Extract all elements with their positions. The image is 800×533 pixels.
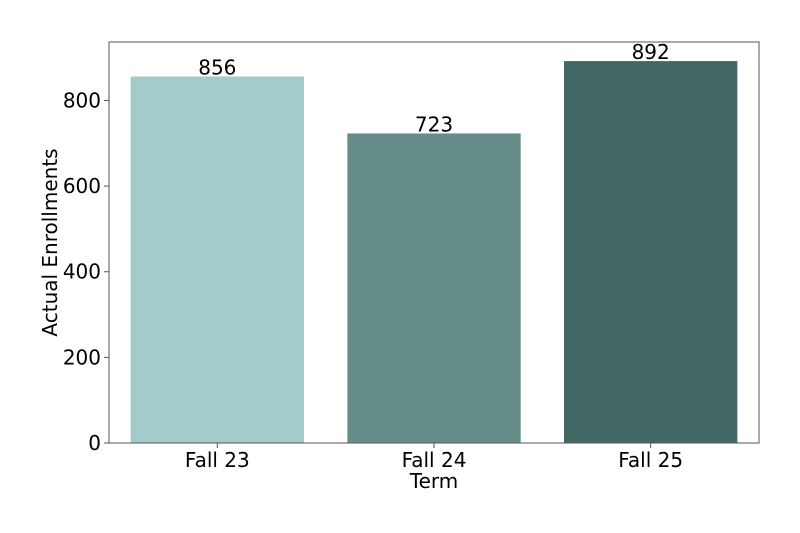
x-tick-label: Fall 23 <box>185 448 250 472</box>
bar-value-labels: 856 723 892 <box>198 40 670 136</box>
bar-fall-23 <box>130 76 304 444</box>
bar-value-label: 892 <box>632 40 670 64</box>
bar-fall-24 <box>347 133 521 443</box>
x-axis: Fall 23 Fall 24 Fall 25 <box>185 443 683 472</box>
y-tick-label: 200 <box>63 345 101 369</box>
bars-group <box>130 61 738 444</box>
y-axis: 0 200 400 600 800 <box>63 88 109 455</box>
bar-value-label: 856 <box>198 56 236 80</box>
y-axis-title: Actual Enrollments <box>38 148 62 336</box>
y-tick-label: 400 <box>63 260 101 284</box>
x-tick-label: Fall 24 <box>402 448 467 472</box>
y-tick-label: 800 <box>63 88 101 112</box>
y-tick-label: 600 <box>63 174 101 198</box>
x-axis-title: Term <box>409 469 458 493</box>
bar-value-label: 723 <box>415 112 453 136</box>
y-tick-label: 0 <box>88 431 101 455</box>
x-tick-label: Fall 25 <box>618 448 683 472</box>
bar-fall-25 <box>564 61 738 443</box>
